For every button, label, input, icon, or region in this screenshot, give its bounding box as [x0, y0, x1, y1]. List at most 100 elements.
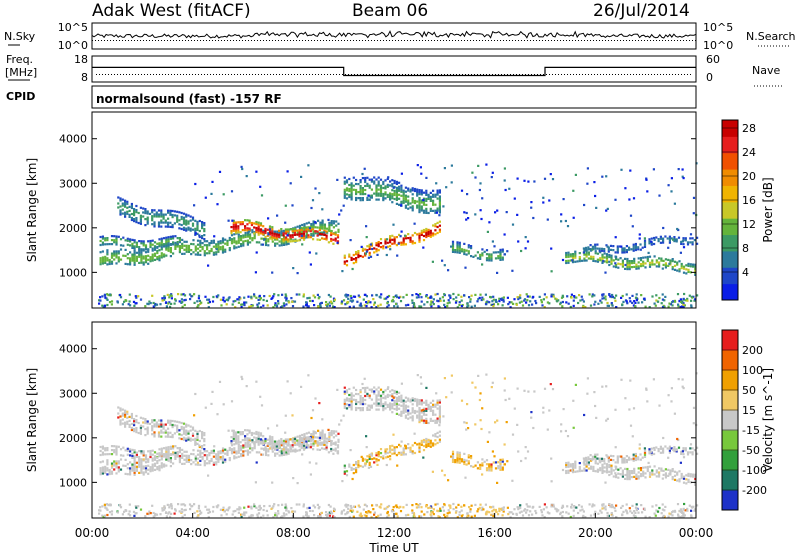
power-cell — [146, 302, 149, 305]
power-cell — [356, 300, 359, 303]
power-cell — [550, 295, 553, 298]
velocity-cell — [312, 430, 315, 433]
velocity-cell — [196, 457, 200, 460]
velocity-cell — [250, 431, 253, 435]
power-cell — [350, 190, 353, 193]
velocity-cell — [165, 515, 168, 518]
power-cell — [101, 258, 104, 261]
power-cell — [419, 293, 422, 296]
power-cell — [135, 251, 138, 254]
velocity-cell — [181, 515, 184, 518]
velocity-cell — [398, 399, 401, 402]
velocity-cell — [142, 465, 145, 468]
velocity-cell — [379, 396, 383, 399]
power-cell — [257, 221, 260, 224]
velocity-cell — [155, 425, 158, 428]
velocity-cell — [255, 432, 258, 436]
velocity-cell — [527, 514, 531, 517]
velocity-cell — [133, 469, 136, 472]
power-cell — [599, 257, 602, 260]
velocity-cell — [621, 513, 624, 516]
velocity-cell — [591, 503, 594, 506]
power-cell — [281, 293, 284, 296]
power-cell — [265, 299, 268, 302]
power-cell — [121, 202, 124, 205]
power-cell — [156, 251, 159, 255]
power-cell — [446, 302, 449, 305]
power-cell — [678, 299, 681, 303]
velocity-cell — [525, 511, 528, 514]
power-cell — [407, 187, 410, 190]
velocity-cell — [264, 437, 267, 441]
power-cell — [268, 237, 272, 240]
velocity-cell — [250, 506, 253, 509]
power-cell — [460, 189, 464, 192]
velocity-cell — [416, 416, 419, 419]
velocity-cell — [418, 450, 421, 453]
power-cell — [569, 259, 572, 262]
velocity-cell — [271, 444, 274, 447]
power-cell — [162, 221, 165, 224]
power-cell — [280, 242, 283, 245]
power-cell — [639, 257, 643, 260]
power-cell — [119, 238, 123, 241]
velocity-cell — [201, 458, 204, 461]
power-cell — [432, 189, 435, 192]
velocity-cell — [601, 465, 604, 468]
power-cell — [198, 234, 201, 237]
power-cell — [292, 231, 295, 234]
power-cell — [425, 203, 428, 206]
velocity-cell — [470, 465, 473, 468]
velocity-cell — [375, 402, 378, 405]
power-cell — [611, 295, 615, 298]
power-cell — [587, 251, 590, 254]
power-cell — [115, 237, 118, 240]
power-cell — [110, 262, 114, 265]
power-cell — [662, 226, 665, 230]
velocity-cell — [316, 444, 319, 447]
power-cell — [167, 249, 170, 252]
power-cell — [667, 258, 670, 261]
power-cell — [280, 238, 283, 241]
power-cell — [133, 210, 136, 213]
power-cell — [680, 240, 683, 243]
velocity-cell — [402, 411, 405, 414]
velocity-cell — [411, 403, 414, 406]
power-cell — [246, 227, 249, 230]
velocity-cell — [321, 435, 324, 438]
power-cell — [140, 253, 143, 256]
power-cell — [418, 234, 421, 237]
power-cell — [106, 259, 109, 262]
velocity-cell — [156, 466, 159, 469]
power-cell — [203, 222, 206, 225]
velocity-cell — [237, 445, 240, 448]
power-cell — [126, 237, 129, 240]
velocity-cell — [355, 461, 358, 464]
velocity-cell — [345, 474, 349, 477]
power-cell — [432, 234, 435, 237]
velocity-cell — [366, 455, 369, 458]
velocity-cell — [243, 511, 246, 514]
velocity-cell — [350, 468, 353, 471]
velocity-cell — [667, 474, 670, 477]
velocity-cell — [203, 454, 206, 457]
velocity-cell — [690, 509, 693, 512]
velocity-cell — [602, 503, 605, 506]
velocity-cell — [185, 456, 188, 459]
velocity-cell — [587, 461, 590, 464]
power-cell — [348, 183, 351, 187]
power-cell — [289, 236, 292, 239]
power-cell — [554, 297, 557, 300]
velocity-cell — [468, 506, 471, 509]
power-cell — [317, 305, 320, 308]
power-cell — [425, 193, 428, 196]
power-cell — [166, 293, 169, 296]
power-cell — [285, 299, 288, 302]
power-cell — [140, 251, 143, 254]
velocity-cell — [409, 412, 412, 415]
velocity-cell — [203, 440, 206, 443]
velocity-cell — [409, 450, 412, 453]
velocity-cell — [178, 433, 181, 436]
velocity-cell — [361, 401, 364, 404]
power-cell — [413, 231, 417, 235]
